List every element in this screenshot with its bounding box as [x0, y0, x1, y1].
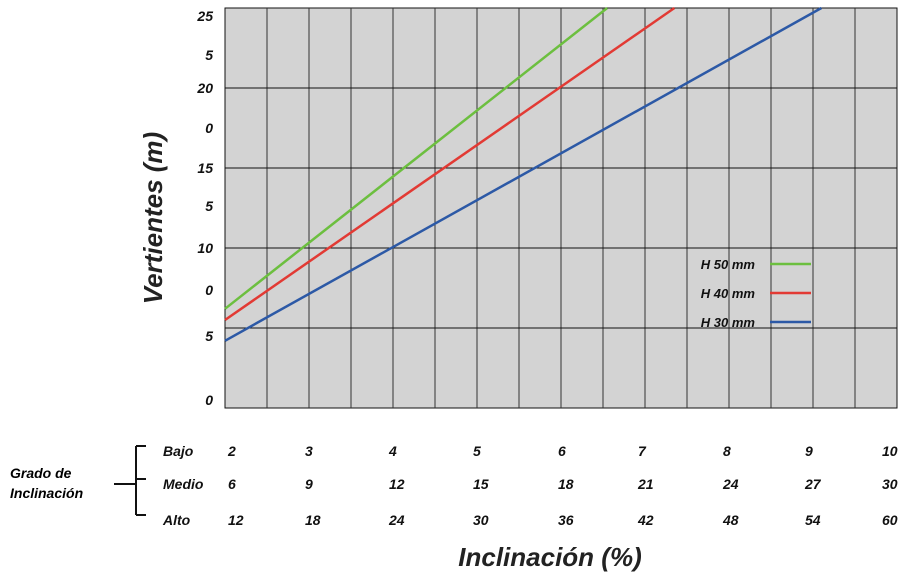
x-tick-label: 12 [389, 476, 405, 492]
x-tick-label: 15 [473, 476, 489, 492]
x-tick-label: 30 [473, 512, 489, 528]
grado-title-line1: Grado de [10, 465, 72, 481]
x-tick-label: 60 [882, 512, 898, 528]
x-tick-label: 21 [637, 476, 654, 492]
x-tick-label: 10 [882, 443, 898, 459]
x-tick-label: 27 [804, 476, 822, 492]
y-tick-label: 5 [205, 328, 213, 344]
x-tick-label: 18 [305, 512, 321, 528]
grado-title-line2: Inclinación [10, 485, 83, 501]
y-tick-label: 5 [205, 198, 213, 214]
x-tick-label: 12 [228, 512, 244, 528]
y-axis-title: Vertientes (m) [138, 132, 168, 304]
y-tick-label: 0 [205, 120, 213, 136]
series-line [224, 6, 823, 342]
x-tick-label: 6 [228, 476, 236, 492]
x-tick-label: 2 [227, 443, 236, 459]
x-tick-label: 9 [305, 476, 313, 492]
x-tick-label: 9 [805, 443, 813, 459]
series-line [224, 7, 608, 310]
x-tick-label: 3 [305, 443, 313, 459]
grado-row-label: Bajo [163, 443, 194, 459]
x-tick-label: 24 [388, 512, 405, 528]
x-tick-label: 6 [558, 443, 566, 459]
y-tick-label: 10 [197, 240, 213, 256]
x-tick-label: 36 [558, 512, 574, 528]
legend-label: H 30 mm [701, 315, 756, 330]
x-tick-label: 7 [638, 443, 647, 459]
grado-row-label: Medio [163, 476, 204, 492]
x-tick-label: 30 [882, 476, 898, 492]
legend-label: H 40 mm [701, 286, 756, 301]
x-tick-label: 42 [637, 512, 654, 528]
x-tick-label: 48 [722, 512, 739, 528]
legend-label: H 50 mm [701, 257, 756, 272]
y-tick-label: 20 [196, 80, 213, 96]
x-tick-label: 5 [473, 443, 481, 459]
y-tick-label: 25 [196, 8, 213, 24]
x-tick-label: 24 [722, 476, 739, 492]
x-tick-label: 54 [805, 512, 821, 528]
x-tick-label: 4 [388, 443, 397, 459]
y-tick-label: 15 [197, 160, 213, 176]
x-tick-label: 8 [723, 443, 731, 459]
x-axis-title: Inclinación (%) [458, 542, 641, 572]
y-tick-label: 5 [205, 47, 213, 63]
y-tick-label: 0 [205, 282, 213, 298]
grado-row-label: Alto [162, 512, 191, 528]
y-tick-label: 0 [205, 392, 213, 408]
series-line [224, 6, 676, 322]
x-tick-label: 18 [558, 476, 574, 492]
